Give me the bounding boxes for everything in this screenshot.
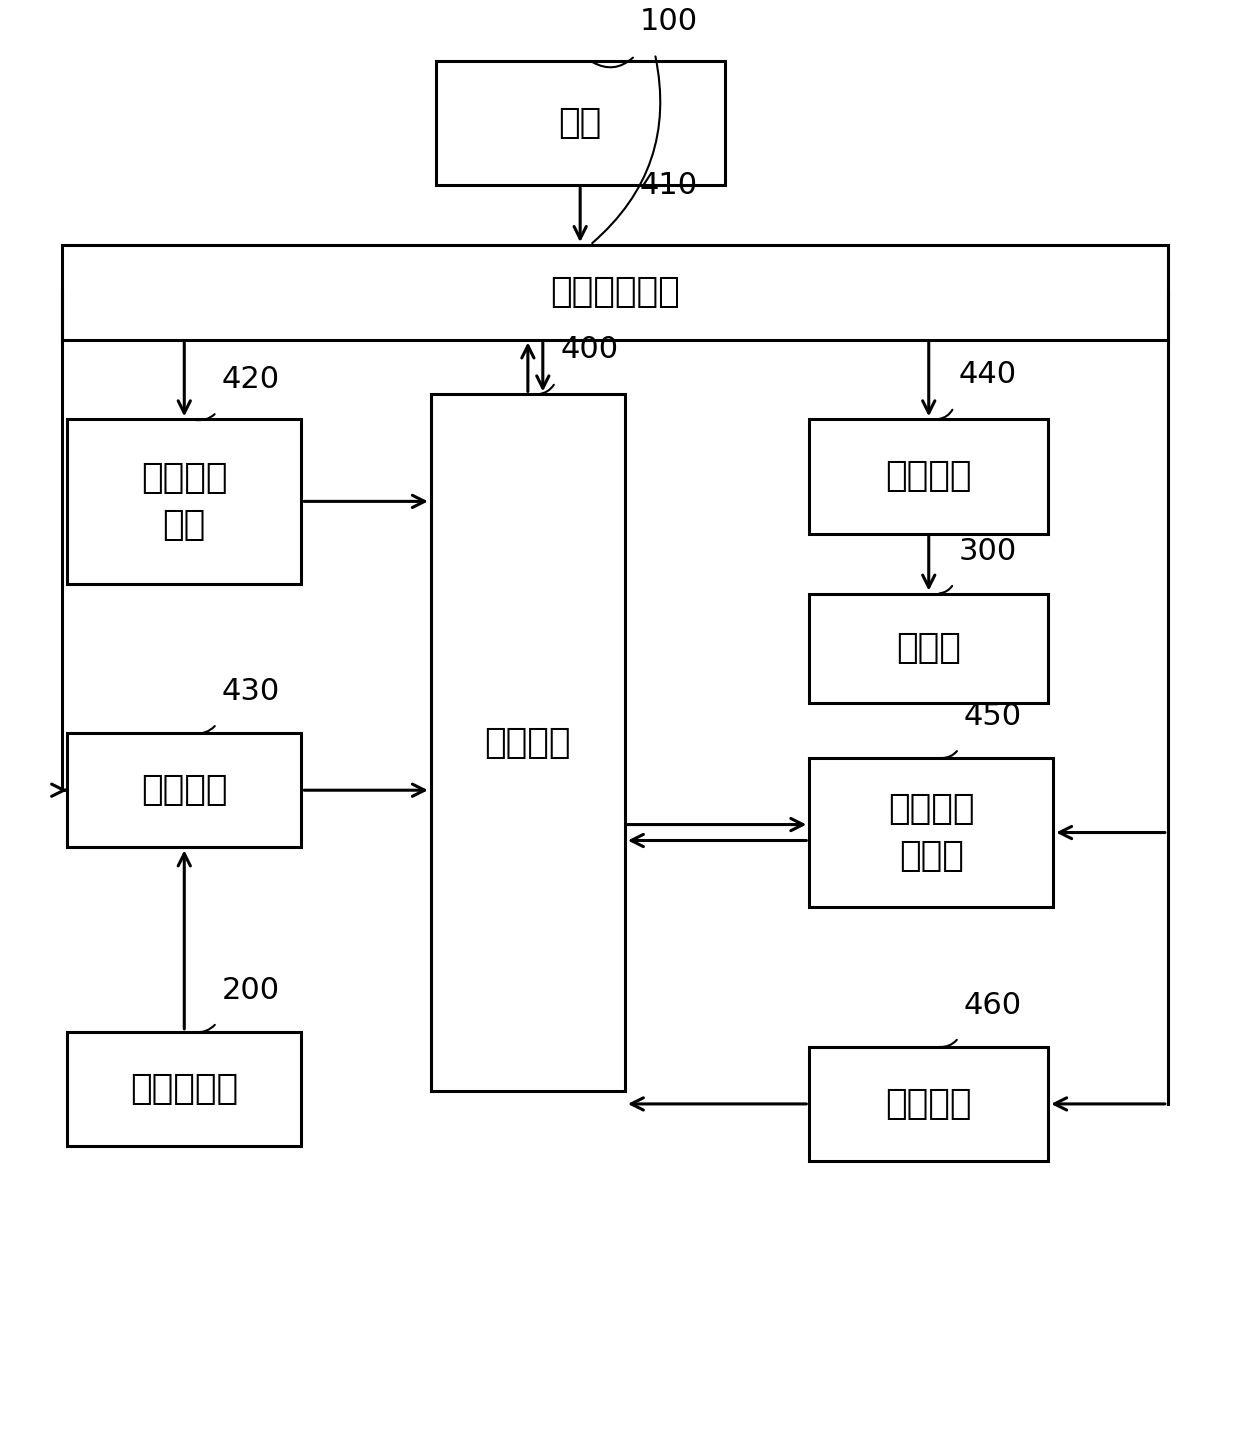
Text: 电源: 电源 bbox=[558, 106, 601, 140]
Text: 450: 450 bbox=[963, 702, 1022, 731]
Text: 410: 410 bbox=[640, 172, 698, 201]
Text: 200: 200 bbox=[222, 976, 280, 1005]
Text: 420: 420 bbox=[222, 365, 280, 394]
Text: 460: 460 bbox=[963, 990, 1022, 1019]
Text: 300: 300 bbox=[959, 537, 1017, 566]
Bar bbox=[67, 419, 301, 583]
Text: 440: 440 bbox=[959, 361, 1017, 390]
Text: 压力检测
模块: 压力检测 模块 bbox=[141, 461, 227, 542]
Text: 控制模块: 控制模块 bbox=[485, 726, 572, 760]
Bar bbox=[67, 733, 301, 848]
Text: 网络及定
位模块: 网络及定 位模块 bbox=[888, 792, 975, 874]
Text: 430: 430 bbox=[222, 678, 280, 707]
Bar bbox=[435, 61, 724, 185]
Text: 100: 100 bbox=[640, 7, 698, 36]
Text: 通信模块: 通信模块 bbox=[141, 774, 227, 807]
Text: 驱动模块: 驱动模块 bbox=[885, 459, 972, 493]
Bar bbox=[810, 593, 1048, 704]
Bar bbox=[430, 394, 625, 1092]
Bar bbox=[810, 1047, 1048, 1162]
Bar bbox=[67, 1032, 301, 1146]
Bar bbox=[62, 244, 1168, 340]
Text: 显示模块: 显示模块 bbox=[885, 1088, 972, 1121]
Text: 执行器: 执行器 bbox=[897, 631, 961, 666]
Text: 数字流量计: 数字流量计 bbox=[130, 1072, 238, 1106]
Bar bbox=[810, 419, 1048, 534]
Text: 400: 400 bbox=[560, 336, 619, 365]
Text: 电源管理模块: 电源管理模块 bbox=[551, 275, 680, 310]
Bar bbox=[810, 758, 1053, 907]
